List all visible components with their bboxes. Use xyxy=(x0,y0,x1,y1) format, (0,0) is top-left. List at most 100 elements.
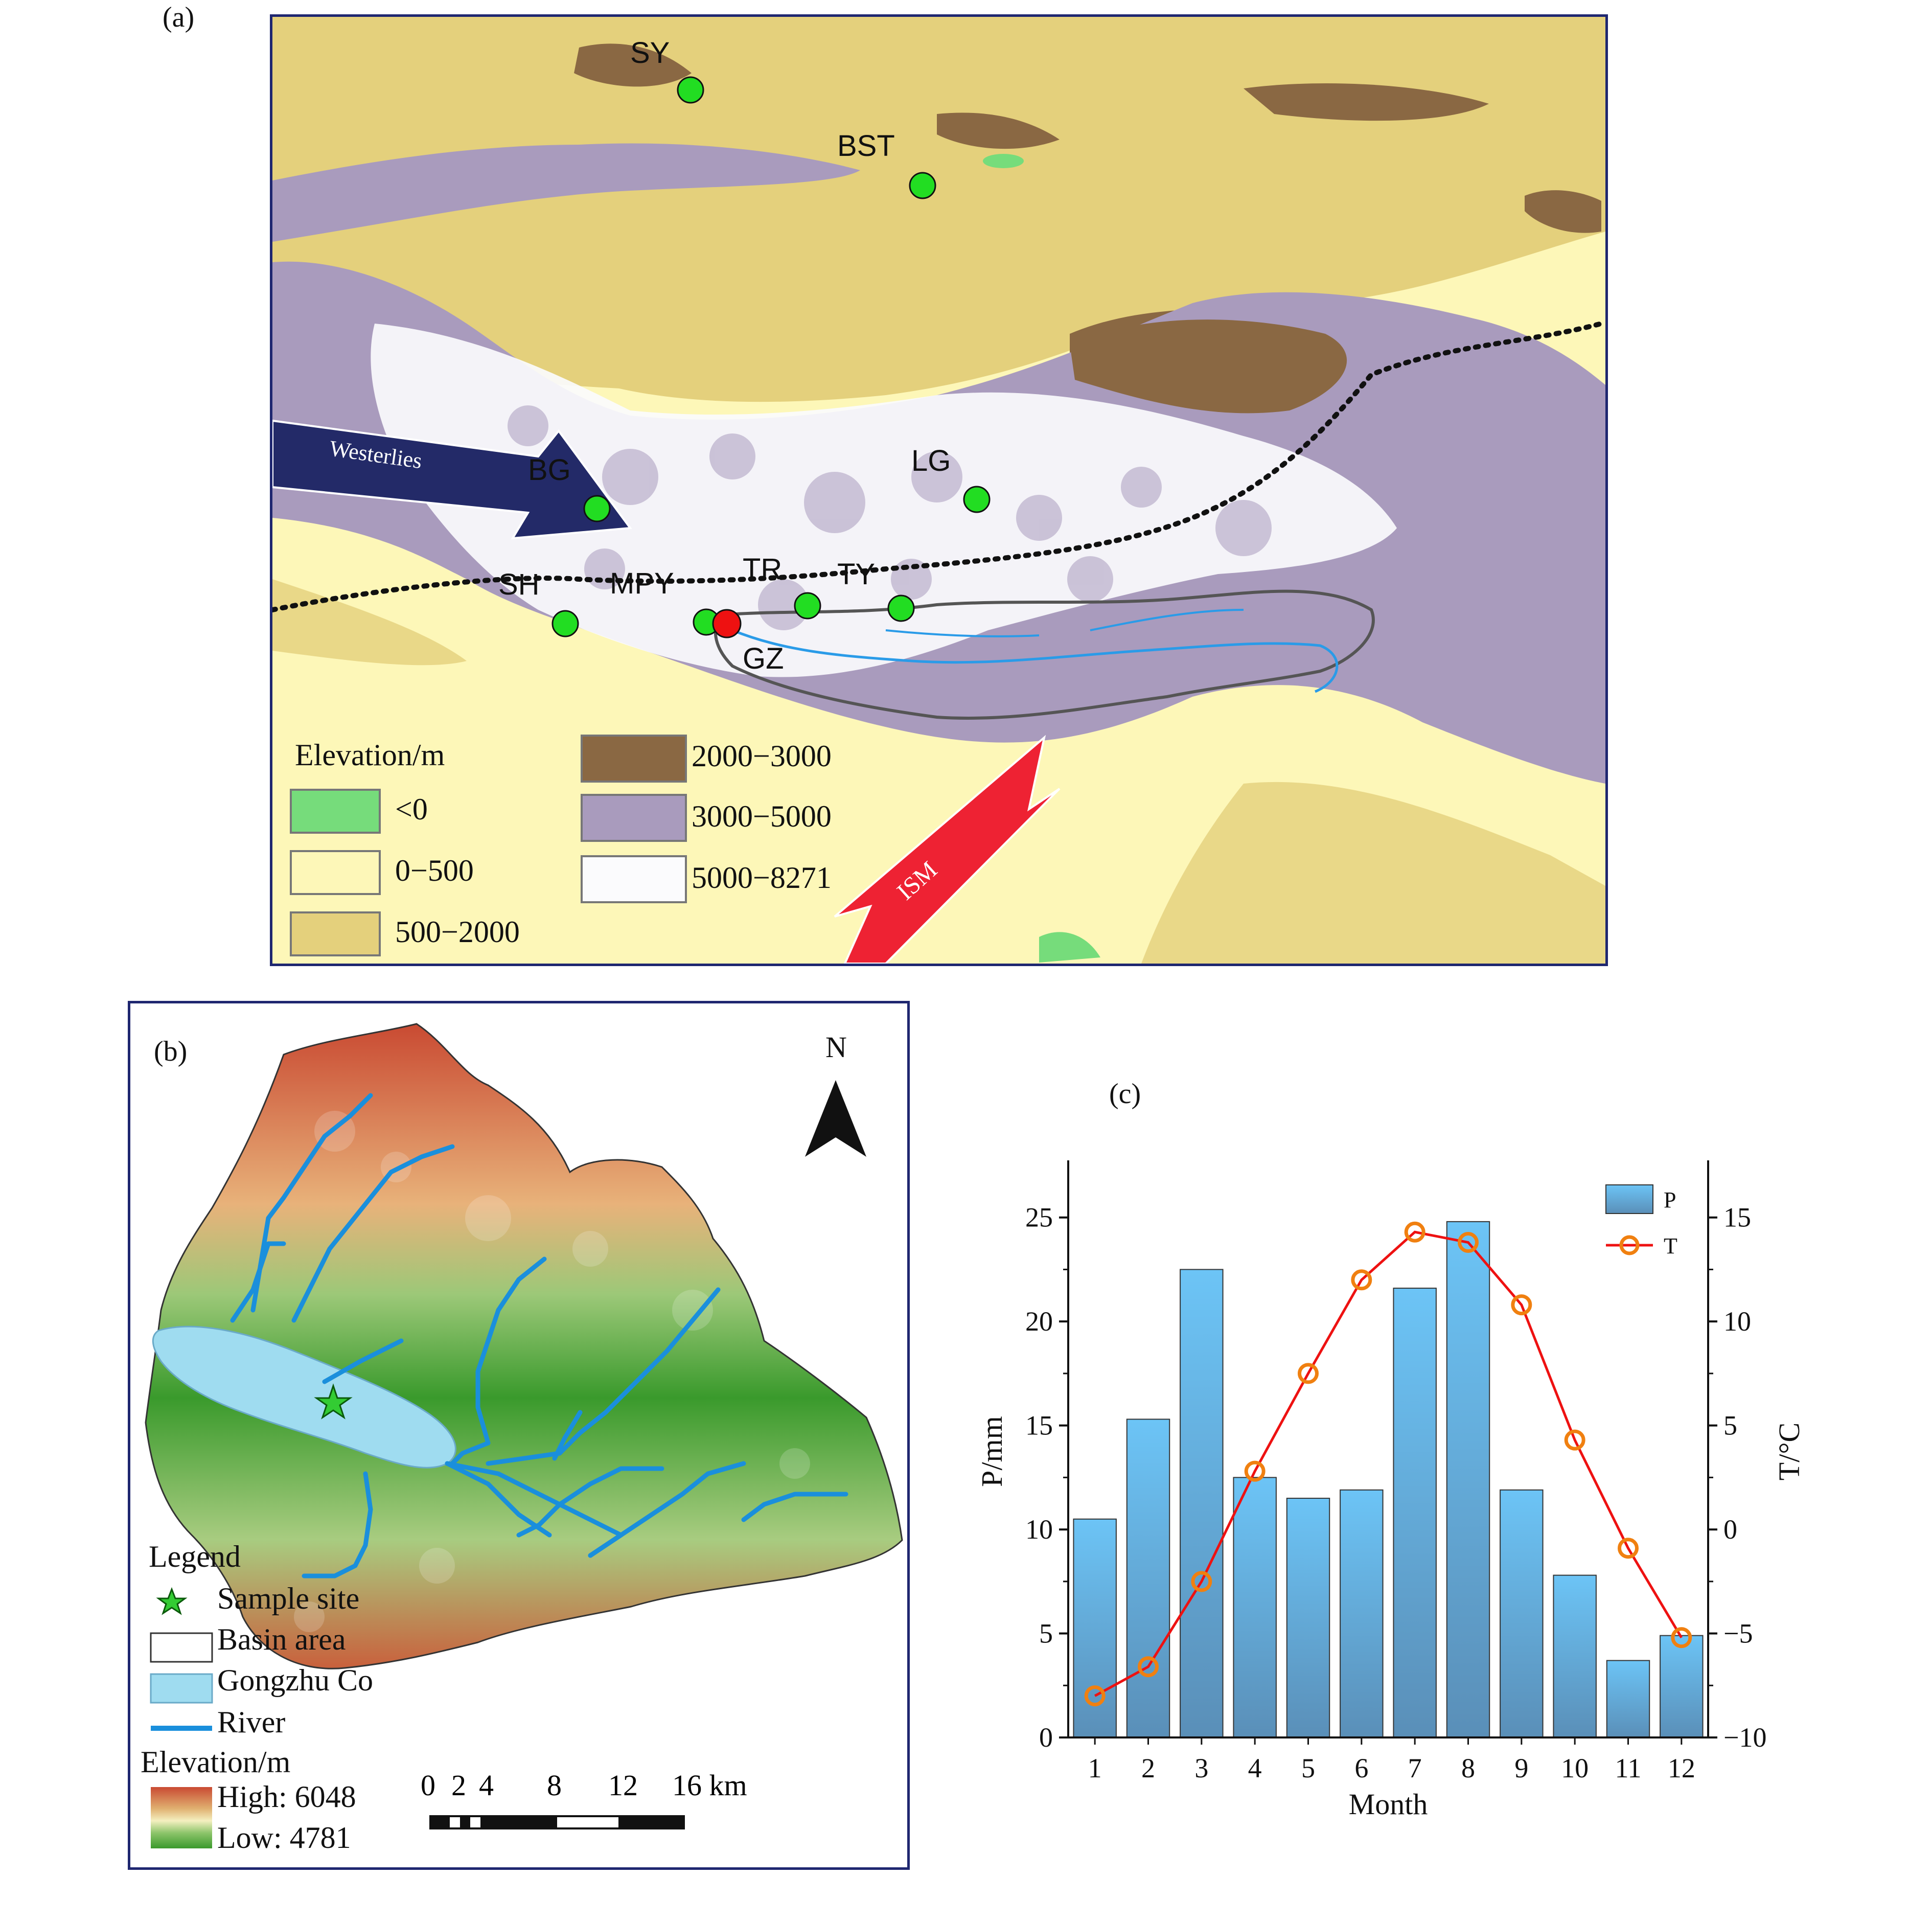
elevation-2000-3000-patch-5 xyxy=(1525,190,1601,233)
site-lg-marker xyxy=(963,486,991,513)
site-sy-marker xyxy=(677,76,704,104)
legend-label-5000-8271: 5000−8271 xyxy=(692,861,832,895)
p-bar-10 xyxy=(1553,1574,1597,1738)
site-sh-label: SH xyxy=(498,568,540,601)
legend-basin-area-label: Basin area xyxy=(217,1622,346,1656)
x-tick-label-2: 2 xyxy=(1141,1753,1155,1783)
site-lg-label: LG xyxy=(911,444,951,477)
p-bar-11 xyxy=(1606,1660,1650,1738)
site-bg-marker xyxy=(583,495,611,522)
t-point-8 xyxy=(1458,1232,1479,1253)
y-axis-title: P/mm xyxy=(975,1416,1008,1487)
legend-swatch-500-2000 xyxy=(290,911,381,956)
t-point-7 xyxy=(1404,1221,1425,1243)
legend-t-label: T xyxy=(1664,1233,1677,1259)
elevation-2000-3000-patch-2 xyxy=(574,43,692,87)
x-tick-label-9: 9 xyxy=(1514,1753,1528,1783)
t-point-12 xyxy=(1671,1627,1692,1649)
elevation-2000-3000-patch-4 xyxy=(1244,83,1489,121)
site-tr-label: TR xyxy=(743,553,782,586)
y2-axis-title: T/°C xyxy=(1773,1423,1806,1480)
y-tick-label-10: 10 xyxy=(1025,1514,1053,1545)
legend-lake-swatch-icon xyxy=(150,1673,213,1704)
terrain-texture xyxy=(508,405,1272,630)
y-tick-label-5: 5 xyxy=(1039,1618,1053,1649)
legend-gongzhu-co-label: Gongzhu Co xyxy=(217,1663,373,1697)
p-bar-4 xyxy=(1233,1477,1277,1738)
y-tick-label-20: 20 xyxy=(1025,1306,1053,1337)
legend-elevation-high: High: 6048 xyxy=(217,1780,356,1814)
river-7 xyxy=(552,1410,583,1461)
p-bar-1 xyxy=(1073,1518,1117,1738)
river-4 xyxy=(322,1338,404,1384)
p-bar-9 xyxy=(1500,1489,1544,1738)
y-tick-label-25: 25 xyxy=(1025,1202,1053,1233)
legend-label-500-2000: 500−2000 xyxy=(395,915,520,949)
site-sh-marker xyxy=(551,610,579,637)
legend-swatch-2000-3000 xyxy=(581,735,687,783)
p-bar-5 xyxy=(1286,1498,1330,1738)
legend-label-below-zero: <0 xyxy=(395,792,428,826)
p-bar-8 xyxy=(1446,1221,1490,1738)
legend-t-marker xyxy=(1619,1235,1640,1255)
chart-legend: PT xyxy=(1605,1184,1677,1259)
p-bar-6 xyxy=(1340,1489,1384,1738)
y2-tick-label-10: 10 xyxy=(1723,1306,1751,1337)
scale-label-8: 8 xyxy=(547,1769,562,1802)
y2-tick-label-0: 0 xyxy=(1723,1514,1737,1545)
x-tick-label-4: 4 xyxy=(1248,1753,1262,1783)
site-bg-label: BG xyxy=(528,453,571,487)
sample-site-star xyxy=(314,1383,353,1420)
p-bar-2 xyxy=(1126,1418,1170,1738)
t-line-path xyxy=(1094,1230,1683,1697)
rivers xyxy=(230,1093,848,1578)
site-bst-marker xyxy=(909,172,936,199)
x-tick-label-5: 5 xyxy=(1301,1753,1315,1783)
legend-label-0-500: 0−500 xyxy=(395,854,474,887)
elevation-below-zero-2 xyxy=(1039,932,1100,963)
x-tick-label-8: 8 xyxy=(1461,1753,1475,1783)
site-ty-label: TY xyxy=(837,558,875,591)
t-point-4 xyxy=(1244,1460,1266,1482)
p-bar-3 xyxy=(1180,1269,1224,1738)
p-bar-7 xyxy=(1393,1288,1437,1738)
y-tick-label-0: 0 xyxy=(1039,1722,1053,1753)
legend-title: Legend xyxy=(149,1540,241,1573)
elevation-5000-8271 xyxy=(371,324,1397,677)
elevation-ramp xyxy=(151,1787,212,1848)
x-tick-label-1: 1 xyxy=(1088,1753,1102,1783)
river-10 xyxy=(741,1492,848,1522)
panel-c-label: (c) xyxy=(1109,1078,1141,1110)
basin-map-graphic xyxy=(145,1023,903,1848)
elevation-below-zero-1 xyxy=(983,154,1024,168)
westerlies-arrow xyxy=(272,419,632,540)
t-point-9 xyxy=(1511,1294,1532,1316)
scale-label-4: 4 xyxy=(479,1769,494,1802)
tianshan-range xyxy=(272,143,860,242)
t-point-1 xyxy=(1084,1685,1106,1707)
scale-label-12: 12 xyxy=(608,1769,638,1802)
gongzhu-co-lake xyxy=(152,1325,456,1469)
x-tick-label-7: 7 xyxy=(1408,1753,1422,1783)
site-markers xyxy=(551,76,991,638)
y2-tick-label-5: 5 xyxy=(1723,1410,1737,1441)
legend-swatch-0-500 xyxy=(290,850,381,895)
yarlung-tributary-1 xyxy=(885,629,1040,637)
t-point-5 xyxy=(1298,1363,1319,1384)
site-tr-marker xyxy=(794,592,821,620)
y2-tick-label--5: −5 xyxy=(1723,1618,1753,1649)
region-map-graphic: SY BST BG LG SH MPY TR TY GZ Westerlies … xyxy=(272,17,1605,964)
temperature-line xyxy=(1084,1221,1692,1707)
legend-river-label: River xyxy=(217,1705,286,1739)
t-point-6 xyxy=(1351,1269,1372,1291)
scale-bar xyxy=(429,1815,685,1829)
x-tick-label-3: 3 xyxy=(1194,1753,1208,1783)
x-tick-label-12: 12 xyxy=(1668,1753,1695,1783)
x-tick-label-6: 6 xyxy=(1354,1753,1368,1783)
legend-swatch-5000-8271 xyxy=(581,855,687,903)
scale-label-0: 0 xyxy=(421,1769,435,1802)
x-axis-title: Month xyxy=(1349,1788,1428,1821)
river-12 xyxy=(302,1471,373,1578)
north-arrow-icon xyxy=(805,1080,866,1157)
